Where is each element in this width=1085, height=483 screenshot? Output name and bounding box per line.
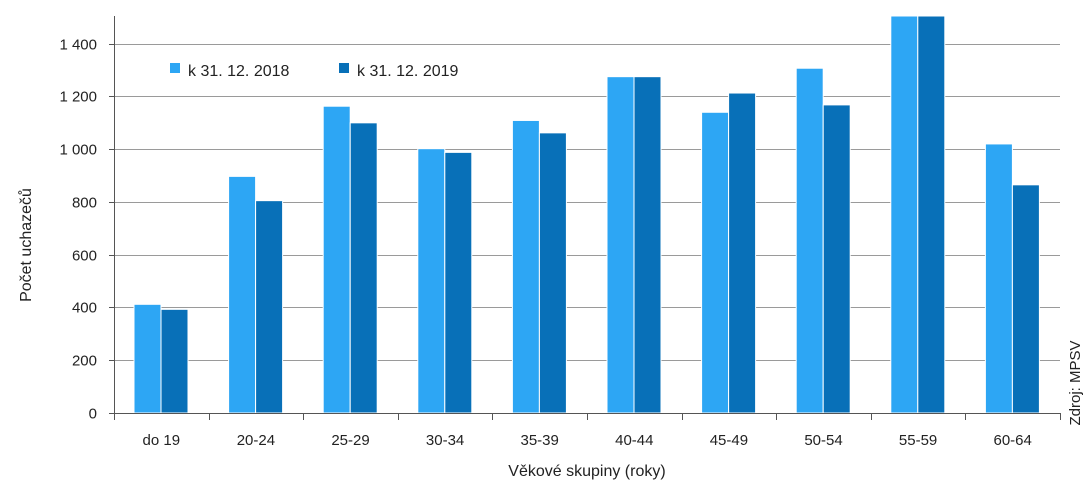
y-axis-title: Počet uchazečů [17,188,35,302]
bar-2018-30-34 [417,148,446,414]
y-tick-label: 1 200 [59,89,97,106]
x-tick-label: do 19 [143,432,181,449]
source-note: Zdroj: MPSV [1067,340,1084,425]
x-tick-label: 35-39 [521,432,559,449]
y-tick-label: 800 [72,195,97,212]
bar-2018-35-39 [511,119,540,414]
y-tick-label: 200 [72,353,97,370]
x-tick-label: 55-59 [899,432,937,449]
x-tick-label: 45-49 [710,432,748,449]
bar-2019-60-64 [1011,184,1040,414]
x-tick-labels: do 19 20-24 25-29 30-34 35-39 40-44 45-49 50-54… [143,432,1032,449]
legend: k 31. 12. 2018 k 31. 12. 2019 [170,63,459,80]
bar-2018-50-54 [795,67,824,414]
bar-2019-25-29 [349,122,378,414]
bar-2019-40-44 [633,76,662,414]
bar-2019-50-54 [822,104,851,414]
bar-2019-55-59 [917,15,946,414]
bar-2019-do 19 [160,308,189,414]
bar-2019-20-24 [255,200,284,414]
x-tick-label: 25-29 [331,432,369,449]
bar-2018-55-59 [890,15,919,414]
legend-swatch-2019 [339,63,349,73]
x-tick-label: 30-34 [426,432,464,449]
axes [114,16,1061,420]
x-tick-label: 20-24 [237,432,275,449]
y-tick-label: 400 [72,300,97,317]
bar-2018-20-24 [228,175,257,414]
bar-2019-30-34 [444,151,473,414]
x-tick-label: 40-44 [615,432,653,449]
legend-label-2019: k 31. 12. 2019 [357,63,459,80]
y-tick-labels: 0 200 400 600 800 1 000 1 200 1 400 [59,37,97,423]
x-tick-label: 60-64 [994,432,1032,449]
bar-2019-35-39 [538,132,567,414]
bar-2018-40-44 [606,76,635,414]
y-tick-label: 1 000 [59,142,97,159]
y-tick-label: 1 400 [59,37,97,54]
bar-2018-25-29 [322,105,351,414]
y-tick-label: 0 [89,406,97,423]
y-tick-label: 600 [72,248,97,265]
bar-2018-do 19 [133,303,162,414]
legend-label-2018: k 31. 12. 2018 [188,63,290,80]
bar-2019-45-49 [728,92,757,414]
legend-swatch-2018 [170,63,180,73]
x-tick-label: 50-54 [804,432,842,449]
bars [133,15,1040,414]
bar-2018-60-64 [984,143,1013,414]
x-axis-title: Věkové skupiny (roky) [508,463,665,480]
bar-2018-45-49 [701,111,730,414]
